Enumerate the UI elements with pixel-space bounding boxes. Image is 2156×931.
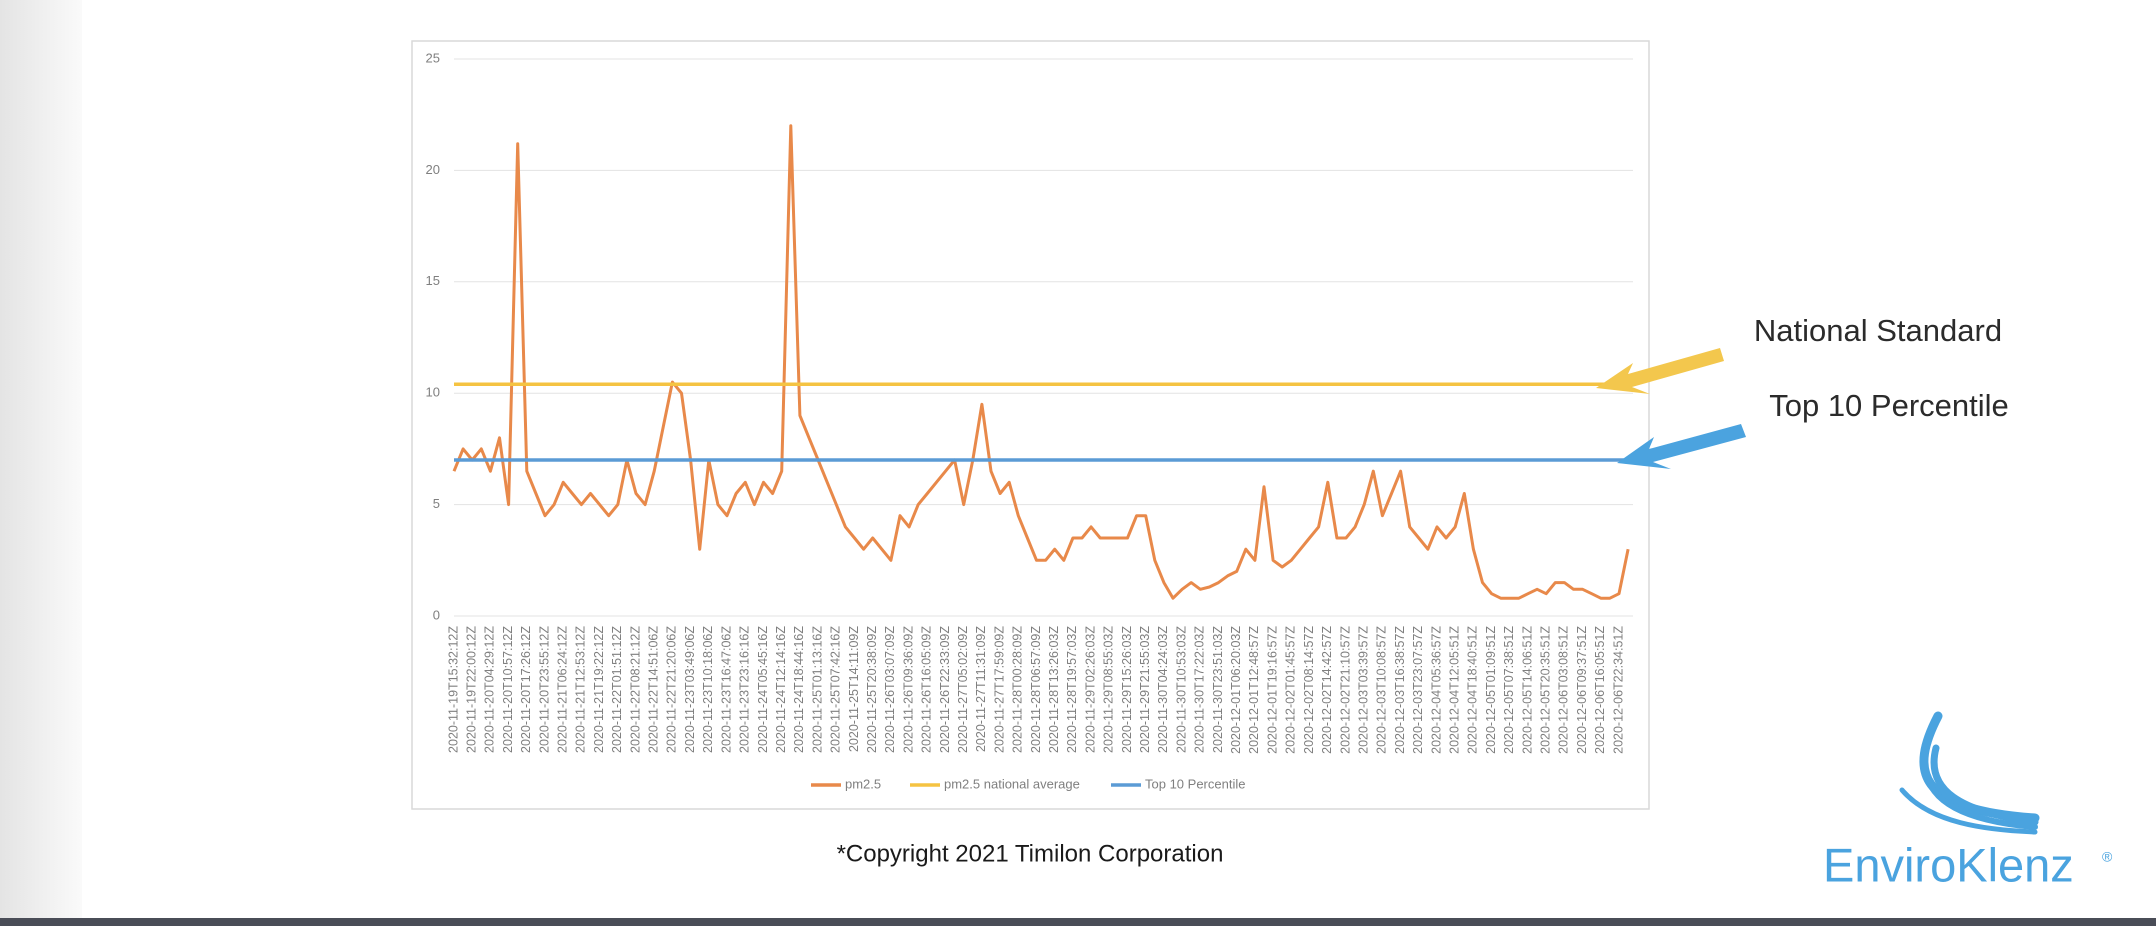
x-tick-label: 2020-12-04T18:40:51Z [1466, 626, 1480, 754]
x-tick-label: 2020-11-23T23:16:16Z [738, 626, 752, 753]
x-tick-label: 2020-11-20T23:55:12Z [537, 626, 551, 753]
legend-label: pm2.5 national average [944, 776, 1080, 791]
x-tick-label: 2020-11-30T10:53:03Z [1174, 626, 1188, 753]
y-tick-label: 5 [433, 496, 440, 511]
x-tick-label: 2020-11-27T11:31:09Z [974, 626, 988, 752]
arrow [1617, 424, 1746, 469]
x-tick-label: 2020-11-26T22:33:09Z [938, 626, 952, 753]
x-tick-label: 2020-11-22T01:51:12Z [610, 626, 624, 753]
x-tick-label: 2020-11-25T14:11:09Z [847, 626, 861, 752]
x-tick-label: 2020-11-28T06:57:09Z [1029, 626, 1043, 753]
x-tick-label: 2020-11-21T12:53:12Z [574, 626, 588, 753]
x-tick-label: 2020-11-26T16:05:09Z [920, 626, 934, 753]
x-tick-label: 2020-12-05T07:38:51Z [1502, 626, 1516, 754]
y-tick-label: 15 [426, 273, 440, 288]
annotation: National Standard [1754, 313, 2002, 348]
x-tick-label: 2020-12-02T14:42:57Z [1320, 626, 1334, 754]
x-tick-label: 2020-11-28T13:26:03Z [1047, 626, 1061, 753]
legend-label: pm2.5 [845, 776, 881, 791]
footer: *Copyright 2021 Timilon Corporation [837, 840, 1224, 867]
x-tick-label: 2020-11-27T05:02:09Z [956, 626, 970, 753]
x-tick-label: 2020-11-28T00:28:09Z [1011, 626, 1025, 753]
x-tick-label: 2020-12-03T03:39:57Z [1356, 626, 1370, 754]
x-tick-label: 2020-11-23T10:18:06Z [701, 626, 715, 753]
x-tick-label: 2020-11-29T08:55:03Z [1102, 626, 1116, 753]
x-tick-label: 2020-11-20T17:26:12Z [519, 626, 533, 753]
x-tick-label: 2020-11-26T09:36:09Z [901, 626, 915, 753]
x-tick-label: 2020-11-29T15:26:03Z [1120, 626, 1134, 753]
x-tick-label: 2020-12-02T01:45:57Z [1284, 626, 1298, 754]
x-tick-label: 2020-11-22T21:20:06Z [665, 626, 679, 753]
x-tick-label: 2020-11-29T21:55:03Z [1138, 626, 1152, 753]
x-tick-label: 2020-12-05T20:35:51Z [1538, 626, 1552, 754]
x-tick-label: 2020-11-25T01:13:16Z [810, 626, 824, 753]
x-tick-label: 2020-11-19T22:00:12Z [465, 626, 479, 753]
x-tick-label: 2020-12-03T23:07:57Z [1411, 626, 1425, 754]
x-tick-label: 2020-12-05T14:06:51Z [1520, 626, 1534, 754]
x-tick-label: 2020-11-25T07:42:16Z [829, 626, 843, 753]
x-tick-label: 2020-12-03T16:38:57Z [1393, 626, 1407, 754]
x-tick-label: 2020-12-02T21:10:57Z [1338, 626, 1352, 754]
logo-text: EnviroKlenz [1823, 838, 2074, 891]
x-tick-label: 2020-12-05T01:09:51Z [1484, 626, 1498, 754]
logo-swoosh [1919, 711, 2040, 823]
x-tick-label: 2020-11-30T04:24:03Z [1156, 626, 1170, 753]
x-tick-label: 2020-11-22T08:21:12Z [628, 626, 642, 753]
logo-swoosh [1923, 767, 2038, 830]
data-line [452, 124, 1630, 600]
y-tick-label: 25 [426, 50, 440, 65]
logo-swoosh [1930, 744, 2039, 826]
x-tick-label: 2020-11-27T17:59:09Z [992, 626, 1006, 753]
x-tick-label: 2020-12-01T12:48:57Z [1247, 626, 1261, 754]
x-tick-label: 2020-12-06T22:34:51Z [1611, 626, 1625, 754]
x-tick-label: 2020-11-19T15:32:12Z [446, 626, 460, 753]
x-tick-label: 2020-11-24T18:44:16Z [792, 626, 806, 753]
arrow [1596, 348, 1724, 394]
chart: 0 5 10 15 20 25 2020-11-19T15:32:12Z 2020-11-19… [426, 50, 1633, 791]
x-tick-label: 2020-11-23T16:47:06Z [719, 626, 733, 753]
y-tick-label: 20 [426, 162, 440, 177]
x-tick-label: 2020-12-01T19:16:57Z [1265, 626, 1279, 754]
y-tick-label: 10 [426, 385, 440, 400]
x-tick-label: 2020-11-26T03:07:09Z [883, 626, 897, 753]
x-tick-label: 2020-12-06T03:08:51Z [1557, 626, 1571, 754]
x-tick-label: 2020-12-04T12:05:51Z [1447, 626, 1461, 754]
x-tick-label: 2020-11-22T14:51:06Z [647, 626, 661, 753]
x-tick-label: 2020-12-01T06:20:03Z [1229, 626, 1243, 754]
x-tick-label: 2020-12-04T05:36:57Z [1429, 626, 1443, 754]
x-tick-label: 2020-11-23T03:49:06Z [683, 626, 697, 753]
y-tick-label: 0 [433, 607, 440, 622]
x-tick-label: 2020-11-25T20:38:09Z [865, 626, 879, 753]
x-tick-label: 2020-12-06T16:05:51Z [1593, 626, 1607, 754]
x-tick-label: 2020-11-21T06:24:12Z [556, 626, 570, 753]
x-tick-label: 2020-11-30T17:22:03Z [1193, 626, 1207, 753]
annotation: Top 10 Percentile [1769, 388, 2009, 423]
x-tick-label: 2020-11-24T12:14:16Z [774, 626, 788, 753]
x-tick-label: 2020-11-20T04:29:12Z [483, 626, 497, 753]
x-tick-label: 2020-11-29T02:26:03Z [1083, 626, 1097, 753]
logo-mark: ® [2102, 849, 2113, 865]
bottom-bar [0, 918, 2156, 926]
chart-frame [411, 40, 1650, 810]
x-tick-label: 2020-12-06T09:37:51Z [1575, 626, 1589, 754]
x-tick-label: 2020-12-02T08:14:57Z [1302, 626, 1316, 754]
x-tick-label: 2020-11-24T05:45:16Z [756, 626, 770, 753]
logo [1899, 711, 2040, 835]
x-tick-label: 2020-12-03T10:08:57Z [1375, 626, 1389, 754]
x-tick-label: 2020-11-20T10:57:12Z [501, 626, 515, 753]
legend-label: Top 10 Percentile [1145, 776, 1245, 791]
side-shade [0, 0, 82, 918]
logo-swoosh [1899, 787, 2038, 835]
x-tick-label: 2020-11-28T19:57:03Z [1065, 626, 1079, 753]
x-tick-label: 2020-11-30T23:51:03Z [1211, 626, 1225, 753]
x-tick-label: 2020-11-21T19:22:12Z [592, 626, 606, 753]
